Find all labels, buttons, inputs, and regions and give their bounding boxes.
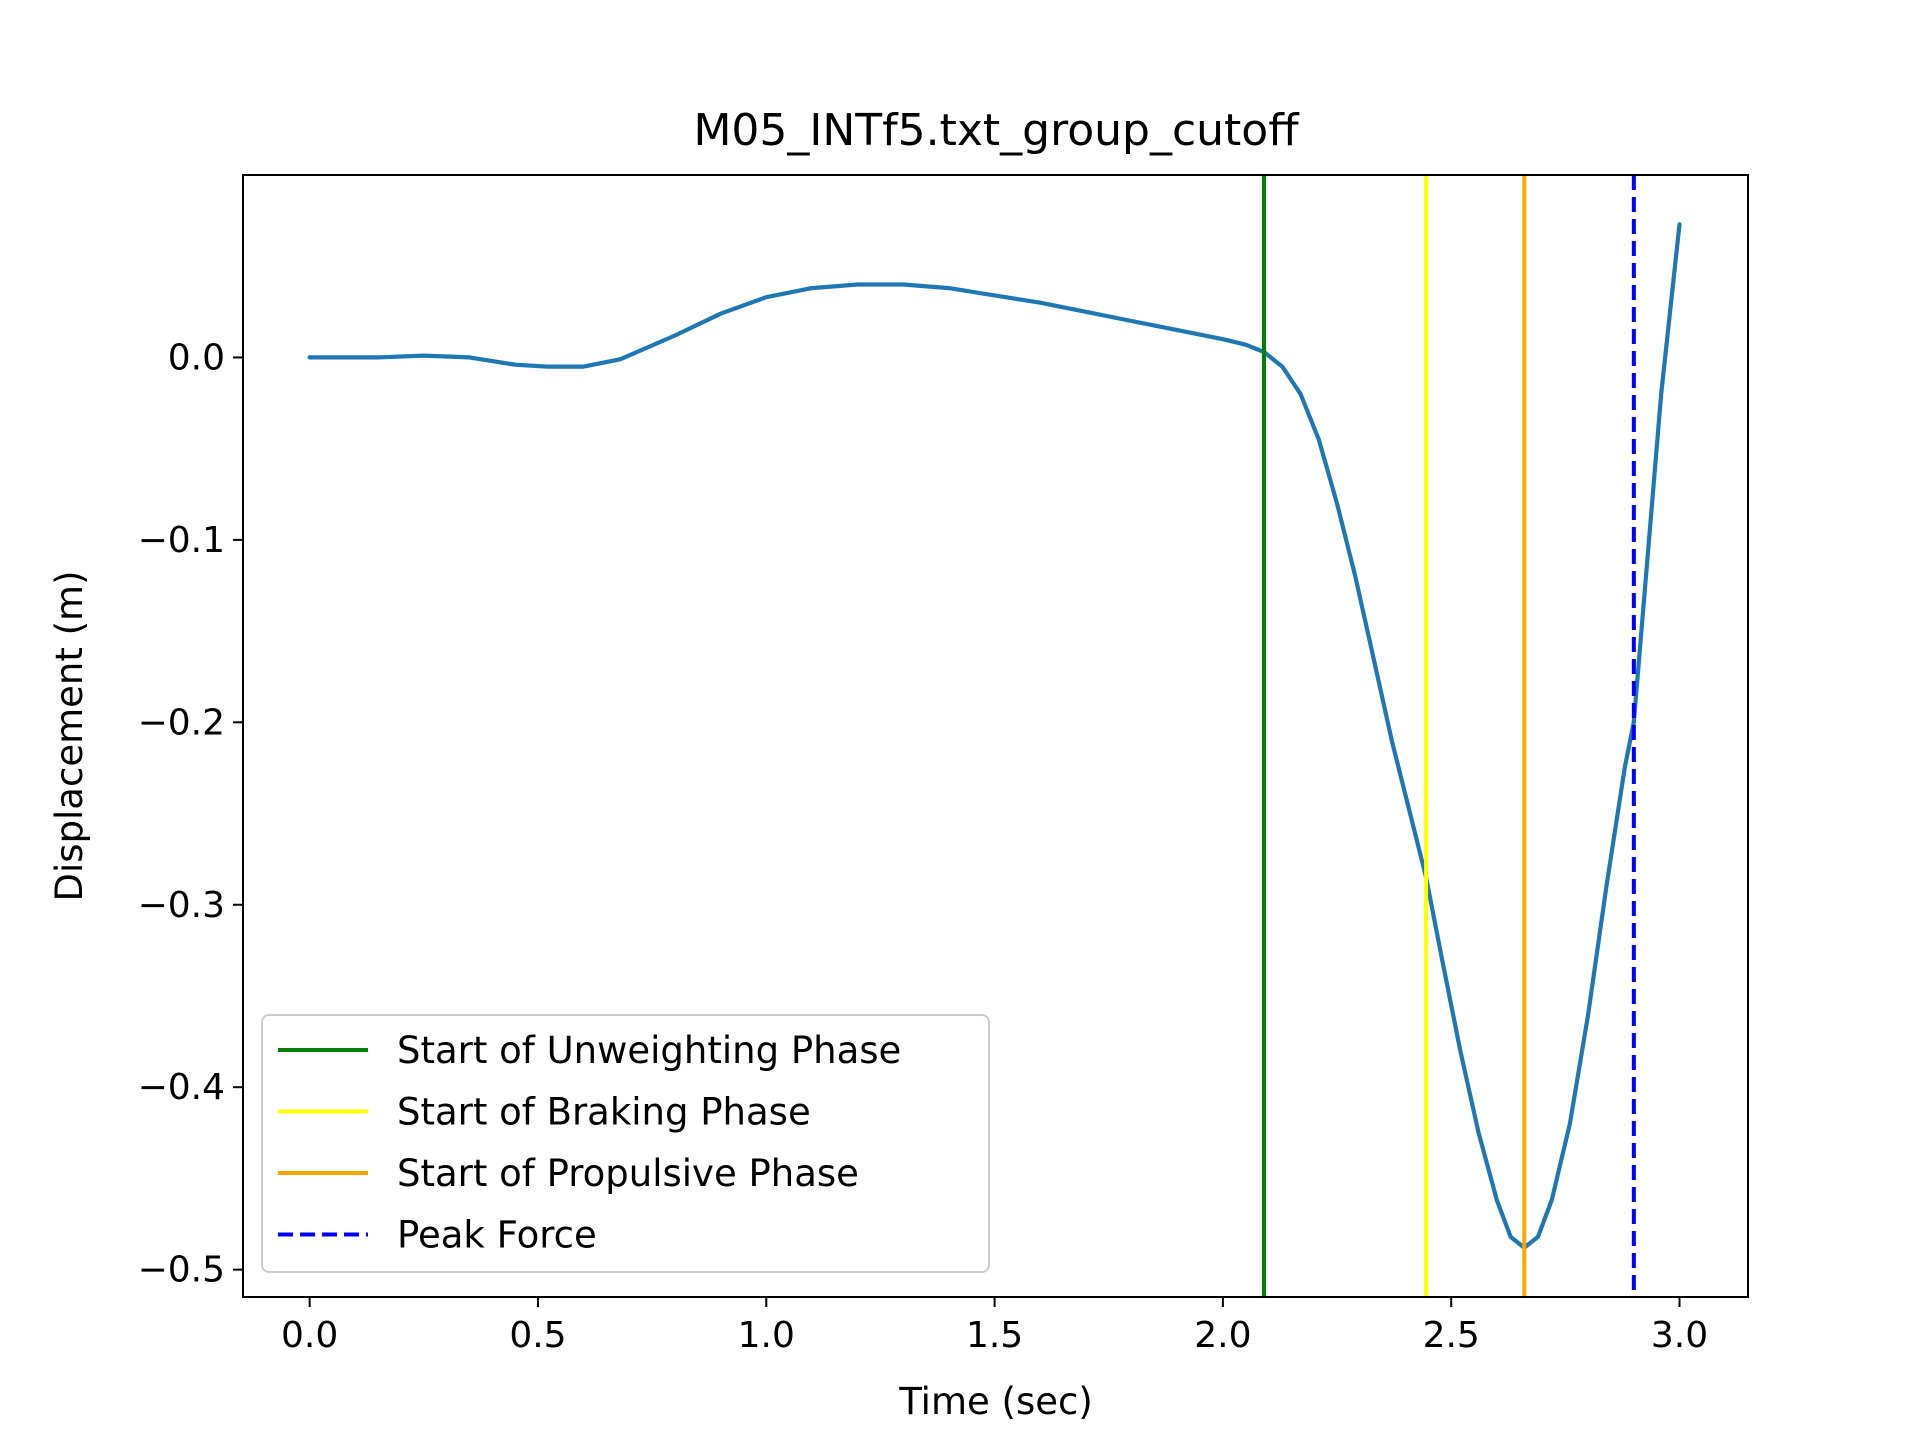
x-axis: 0.0 0.5 1.0 1.5 2.0 2.5 3.0 <box>281 1297 1708 1356</box>
legend-label: Start of Unweighting Phase <box>397 1029 901 1072</box>
legend-box <box>261 1014 990 1273</box>
y-tick-label: 0.0 <box>168 337 225 378</box>
y-axis-label: Displacement (m) <box>48 570 91 901</box>
x-tick-label: 0.0 <box>281 1315 338 1356</box>
legend-label: Peak Force <box>397 1214 597 1257</box>
x-tick-label: 1.0 <box>738 1315 795 1356</box>
chart-title: M05_INTf5.txt_group_cutoff <box>693 105 1300 156</box>
plot-area <box>307 175 1682 1297</box>
series-line-0 <box>307 222 1682 1250</box>
x-tick-label: 3.0 <box>1651 1315 1708 1356</box>
x-axis-label: Time (sec) <box>898 1380 1093 1423</box>
legend: Start of Unweighting Phase Start of Braki… <box>261 1014 990 1273</box>
y-tick-label: −0.4 <box>138 1067 225 1108</box>
y-tick-label: −0.2 <box>138 702 225 743</box>
x-tick-label: 2.5 <box>1423 1315 1480 1356</box>
x-tick-label: 1.5 <box>966 1315 1023 1356</box>
legend-label: Start of Braking Phase <box>397 1091 811 1134</box>
legend-label: Start of Propulsive Phase <box>397 1152 859 1195</box>
y-axis: 0.0 −0.1 −0.2 −0.3 −0.4 −0.5 <box>138 337 243 1291</box>
y-tick-label: −0.3 <box>138 885 225 926</box>
y-tick-label: −0.1 <box>138 520 225 561</box>
y-tick-label: −0.5 <box>138 1250 225 1291</box>
x-tick-label: 0.5 <box>509 1315 566 1356</box>
x-tick-label: 2.0 <box>1194 1315 1251 1356</box>
